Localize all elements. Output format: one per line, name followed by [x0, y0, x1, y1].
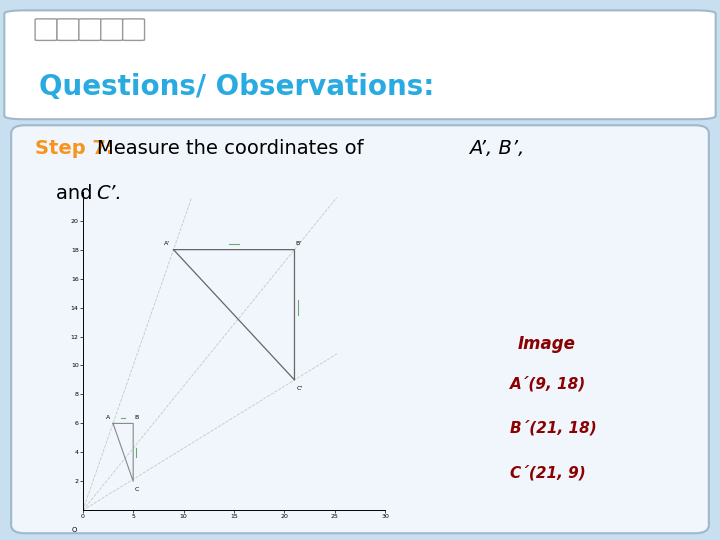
Text: C´(21, 9): C´(21, 9): [510, 464, 586, 480]
FancyBboxPatch shape: [101, 19, 122, 40]
FancyBboxPatch shape: [57, 19, 79, 40]
Text: Step 7:: Step 7:: [35, 139, 114, 158]
Text: A: A: [106, 415, 110, 420]
FancyBboxPatch shape: [4, 10, 716, 119]
Text: A': A': [164, 241, 171, 246]
Text: A’, B’,: A’, B’,: [469, 139, 525, 158]
FancyBboxPatch shape: [79, 19, 101, 40]
Text: B': B': [295, 241, 302, 246]
Text: B´(21, 18): B´(21, 18): [510, 420, 597, 436]
Text: Measure the coordinates of: Measure the coordinates of: [96, 139, 369, 158]
Text: Questions/ Observations:: Questions/ Observations:: [39, 73, 434, 101]
Text: B: B: [134, 415, 138, 420]
Text: and: and: [55, 184, 99, 203]
Text: C: C: [134, 488, 138, 492]
FancyBboxPatch shape: [122, 19, 145, 40]
Text: A´(9, 18): A´(9, 18): [510, 376, 587, 391]
Text: C’.: C’.: [96, 184, 122, 203]
Text: C': C': [297, 386, 302, 391]
FancyBboxPatch shape: [35, 19, 57, 40]
FancyBboxPatch shape: [12, 125, 708, 533]
Text: Image: Image: [517, 335, 575, 353]
Text: O: O: [72, 527, 78, 533]
